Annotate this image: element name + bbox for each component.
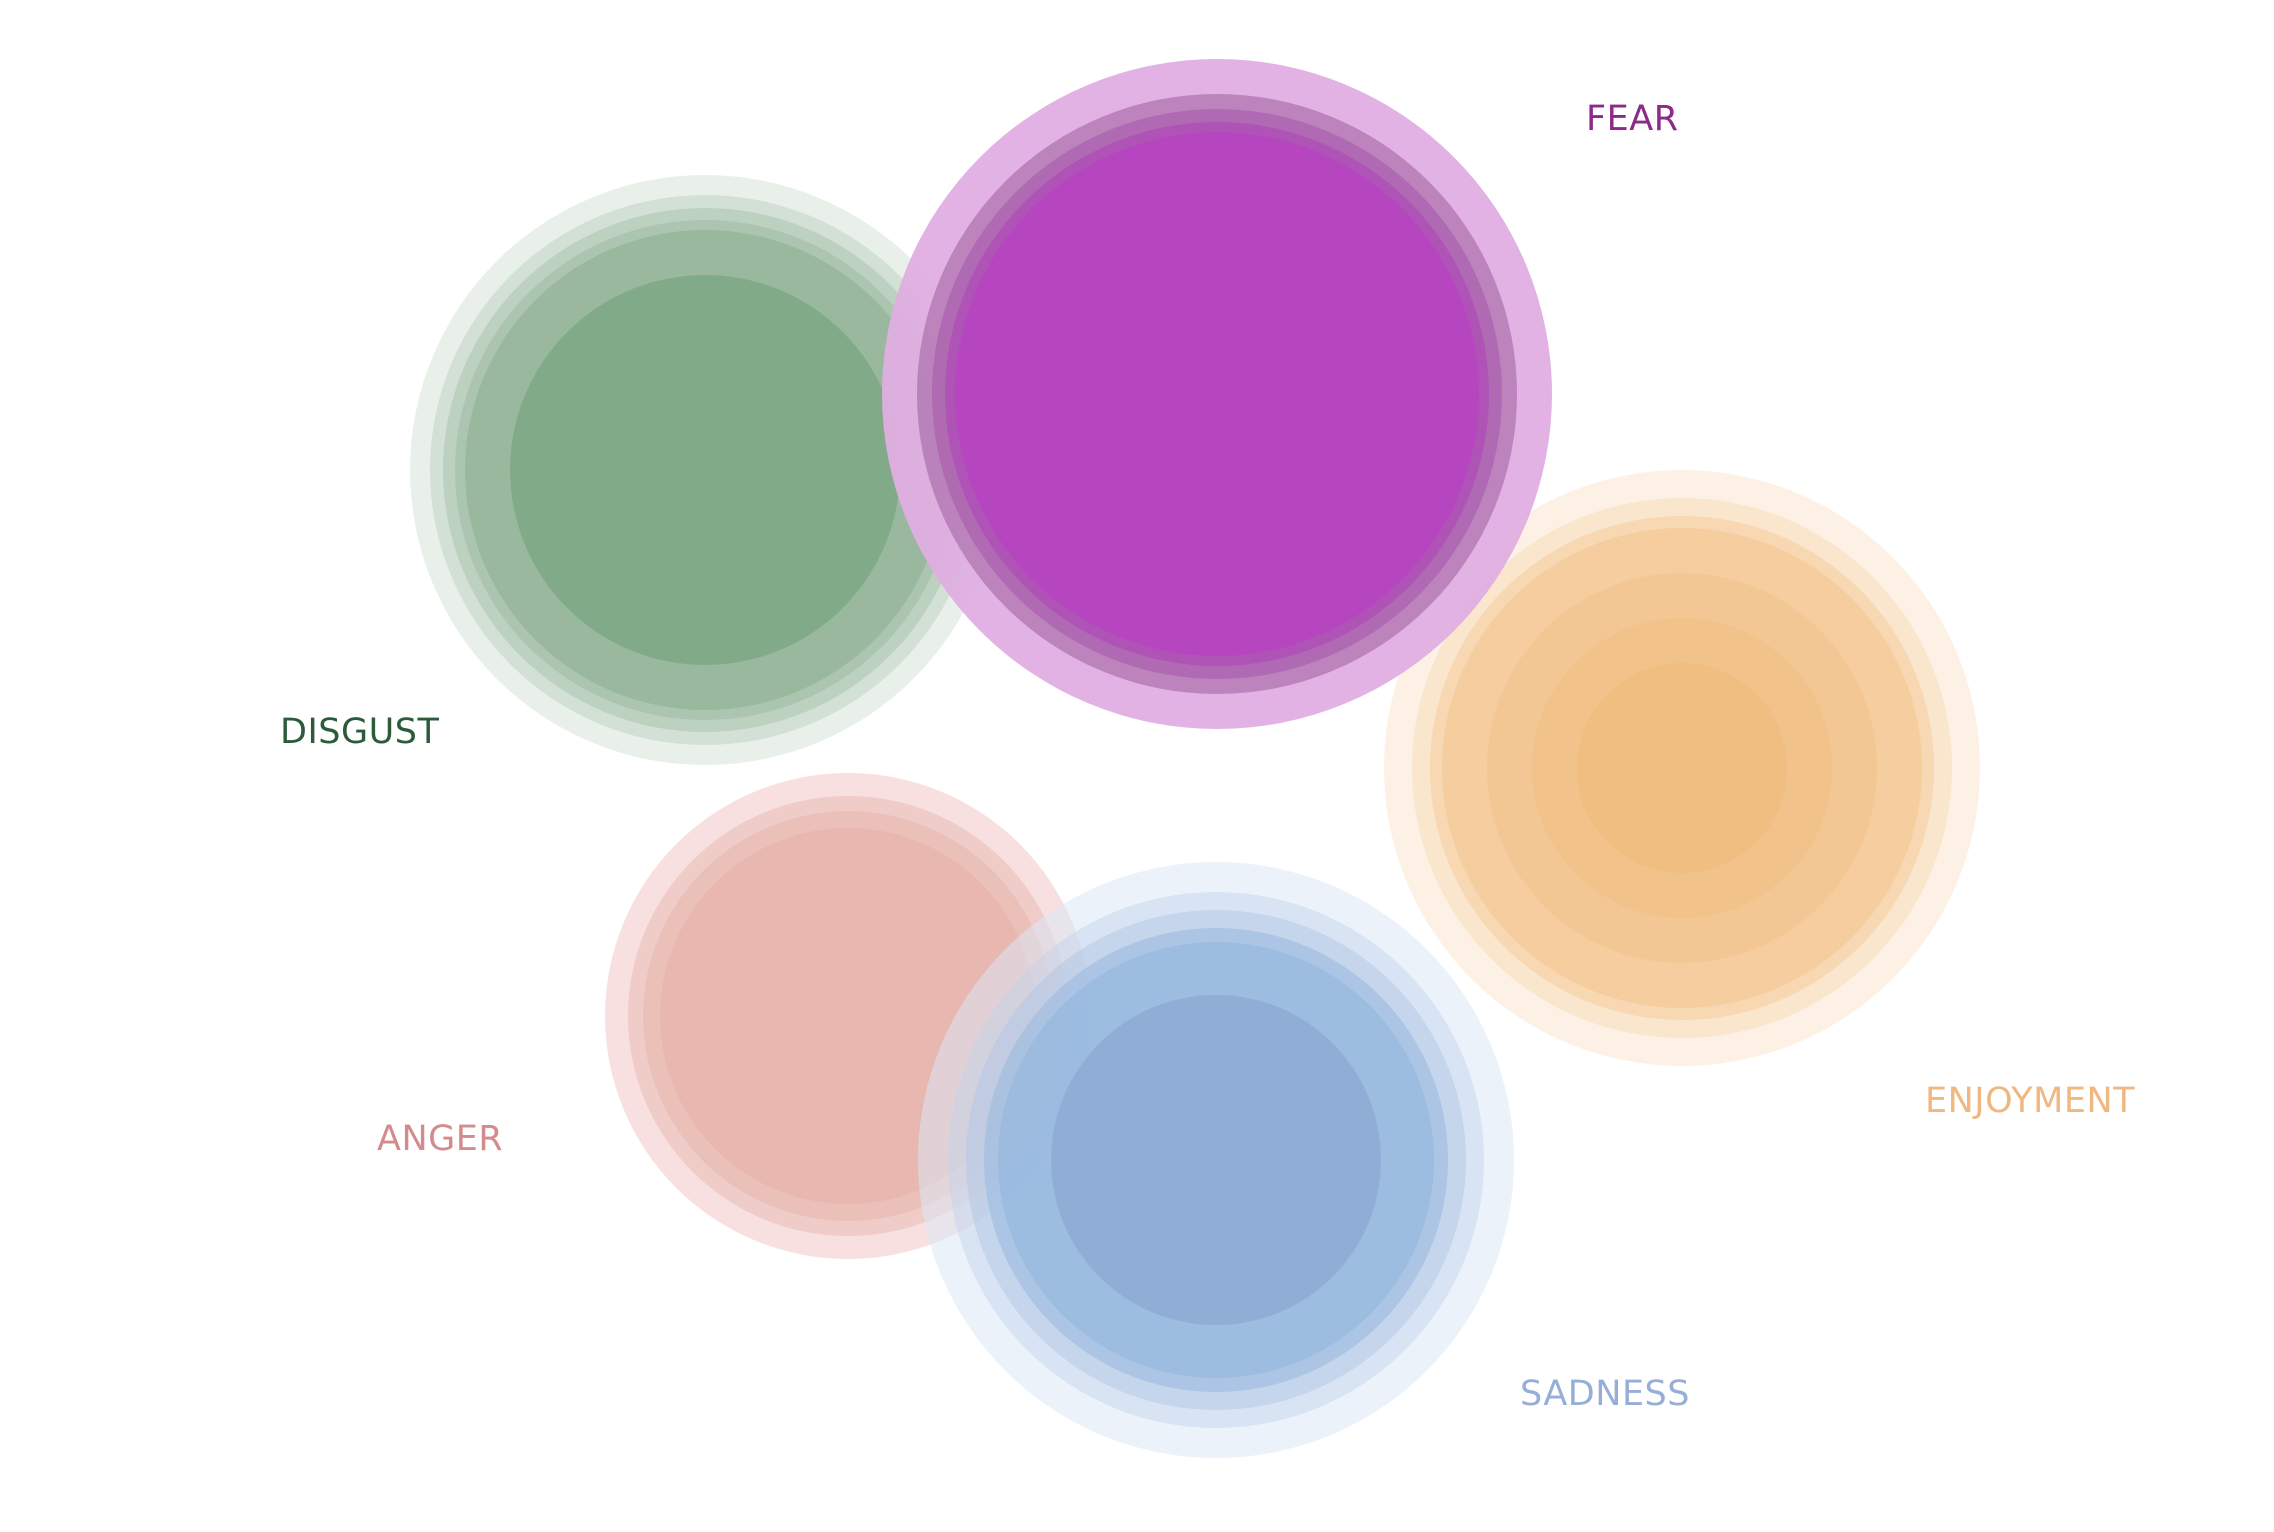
label-anger: ANGER [377,1119,503,1159]
enjoyment-cluster [1384,470,1980,1066]
fear-cluster [882,59,1552,729]
label-disgust: DISGUST [280,712,439,752]
label-sadness: SADNESS [1520,1374,1690,1414]
sadness-cluster [918,862,1514,1458]
enjoyment-core [1577,663,1787,873]
disgust-cluster [410,175,1000,765]
label-fear: FEAR [1586,99,1679,139]
fear-core [955,132,1479,656]
label-enjoyment: ENJOYMENT [1925,1081,2135,1121]
disgust-core [510,275,900,665]
sadness-core [1051,995,1381,1325]
